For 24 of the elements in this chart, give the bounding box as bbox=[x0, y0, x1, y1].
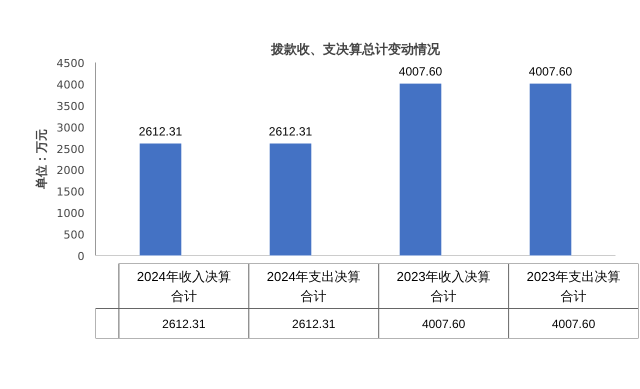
y-tick-label: 1500 bbox=[56, 186, 85, 199]
data-label: 4007.60 bbox=[552, 317, 596, 331]
y-tick-label: 4000 bbox=[56, 78, 85, 92]
text: 4007.60 bbox=[528, 64, 572, 79]
y-tick-label: 1000 bbox=[56, 207, 85, 220]
x-tick-label: 2024年支出决算合计 bbox=[266, 268, 361, 304]
y-tick-label: 4500 bbox=[56, 57, 85, 70]
x-tick-label: 2024年收入决算合计 bbox=[136, 268, 231, 304]
y-tick-label: 2000 bbox=[56, 164, 85, 178]
y-tick-label: 500 bbox=[64, 228, 85, 242]
data-label: 2612.31 bbox=[292, 317, 336, 331]
text: 4007.60 bbox=[398, 64, 442, 79]
x-tick-label: 2023年收入决算合计 bbox=[396, 268, 491, 304]
data-label: 2612.31 bbox=[162, 317, 206, 331]
text: 2612.31 bbox=[268, 124, 312, 138]
y-tick-label: 3000 bbox=[56, 121, 85, 134]
y-tick-label: 2500 bbox=[56, 142, 85, 156]
data-label: 4007.60 bbox=[422, 317, 466, 331]
y-tick-label: 0 bbox=[78, 250, 84, 263]
chart-title: 拨款收、支决算总计变动情况 bbox=[270, 42, 441, 58]
x-tick-label: 2023年支出决算合计 bbox=[526, 268, 621, 304]
y-tick-label: 3500 bbox=[56, 100, 85, 113]
y-axis-title: 单位：万元 bbox=[34, 129, 49, 190]
text: 2612.31 bbox=[138, 124, 182, 138]
